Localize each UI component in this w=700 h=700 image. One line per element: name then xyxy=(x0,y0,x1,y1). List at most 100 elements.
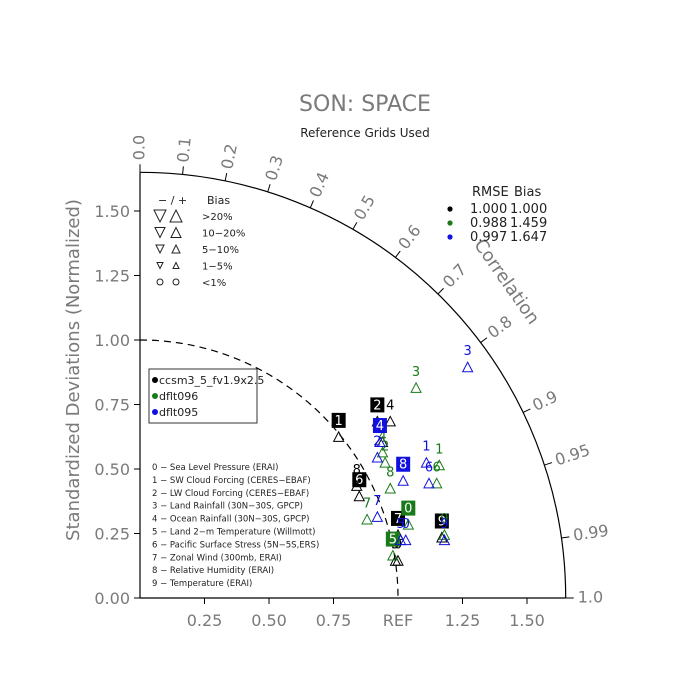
correlation-tick-mark xyxy=(395,250,401,258)
correlation-tick-mark xyxy=(267,184,271,193)
y-tick-label: 0.50 xyxy=(94,460,130,479)
chart-title: SON: SPACE xyxy=(299,92,431,117)
rmse-value: 0.997 xyxy=(470,230,507,245)
correlation-tick-mark xyxy=(182,166,184,175)
data-point-label: 1 xyxy=(422,440,430,455)
variable-label: 8 − Relative Humidity (ERAI) xyxy=(152,566,274,576)
rmse-bias-value: 1.647 xyxy=(510,230,547,245)
correlation-tick-mark xyxy=(544,462,553,466)
variable-label: 0 − Sea Level Pressure (ERAI) xyxy=(152,463,279,473)
data-point-label: 1 xyxy=(435,442,443,457)
data-point-marker xyxy=(397,474,409,486)
correlation-tick-mark xyxy=(437,287,444,295)
rmse-dot xyxy=(447,220,453,226)
variable-label: 1 − SW Cloud Forcing (CERES−EBAF) xyxy=(152,476,311,486)
y-axis-label: Standardized Deviations (Normalized) xyxy=(63,199,84,541)
data-point-label: 6 xyxy=(425,460,433,475)
correlation-tick-label: 0.9 xyxy=(529,387,560,415)
bias-legend-bias-header: Bias xyxy=(207,194,230,207)
correlation-tick-label: 0.2 xyxy=(217,142,241,171)
rmse-bias-value: 1.459 xyxy=(510,216,547,231)
bias-circle xyxy=(172,278,180,286)
correlation-tick-label: 0.4 xyxy=(305,169,333,200)
data-point-marker xyxy=(423,477,435,489)
data-point-label: 3 xyxy=(412,365,420,380)
data-point-label: 6 xyxy=(433,460,441,475)
rmse-dot xyxy=(447,234,453,240)
bias-down-triangle xyxy=(155,244,165,255)
x-tick-label: 0.75 xyxy=(316,611,352,630)
bias-legend-label: 10−20% xyxy=(202,229,245,240)
variable-label: 5 − Land 2−m Temperature (Willmott) xyxy=(152,528,316,538)
bias-legend-label: 5−10% xyxy=(202,245,239,256)
series-dot xyxy=(152,409,158,415)
y-tick-label: 0.00 xyxy=(94,589,130,608)
data-point-label: 9 xyxy=(440,517,448,532)
bias-legend: − / + Bias >20% 10−20% 5−10% 1−5% <1% xyxy=(153,194,245,289)
data-point-label-bg xyxy=(396,456,411,472)
bias-up-triangle xyxy=(172,261,180,269)
correlation-tick-mark xyxy=(480,337,488,343)
data-point-marker xyxy=(384,415,397,427)
variable-label: 9 − Temperature (ERAI) xyxy=(152,579,252,589)
variable-label: 3 − Land Rainfall (30N−30S, GPCP) xyxy=(152,502,303,512)
data-point-label: 0 xyxy=(402,517,410,532)
data-point-label: 7 xyxy=(373,494,381,509)
x-tick-label: 0.25 xyxy=(187,611,223,630)
data-point-label: 4 xyxy=(378,429,386,444)
bias-circle xyxy=(156,278,164,286)
data-point-marker xyxy=(438,534,451,546)
data-point-label: 3 xyxy=(464,344,472,359)
correlation-label: Correlation xyxy=(469,235,543,328)
y-tick-label: 1.25 xyxy=(94,267,130,286)
data-point-marker xyxy=(371,510,384,522)
bias-legend-label: 1−5% xyxy=(202,262,233,273)
y-tick-label: 1.50 xyxy=(94,202,130,221)
ref-label: REF xyxy=(383,611,413,630)
outer-arc xyxy=(139,171,567,599)
correlation-tick-label: 0.6 xyxy=(394,221,424,253)
rmse-header: RMSE xyxy=(472,185,509,200)
data-point-marker xyxy=(430,477,443,489)
data-point-marker xyxy=(350,479,363,491)
data-point-label: 8 xyxy=(386,465,394,480)
correlation-tick-label: 0.3 xyxy=(261,153,287,183)
data-point-marker xyxy=(361,513,373,525)
data-point-marker xyxy=(376,446,389,458)
data-point-label: 9 xyxy=(440,512,448,527)
data-point-label: 4 xyxy=(376,419,384,434)
marks-layer: 012345678901234567890123456789 xyxy=(331,344,474,566)
data-point-marker xyxy=(438,528,451,540)
series-legend-rows: ccsm3_5_fv1.9x2.5 dflt096 dflt095 xyxy=(152,374,264,419)
variable-label: 2 − LW Cloud Forcing (CERES−EBAF) xyxy=(152,489,309,499)
data-point-label: 7 xyxy=(394,512,402,527)
data-point-label: 8 xyxy=(399,458,407,473)
data-point-label: 2 xyxy=(381,440,389,455)
series-legend-box xyxy=(148,368,258,424)
bias-up-triangle xyxy=(169,208,183,223)
correlation-tick-mark xyxy=(224,172,228,182)
bias-down-triangle xyxy=(153,209,167,224)
correlation-tick-label: 0.1 xyxy=(173,136,194,163)
variable-label: 7 − Zonal Wind (300mb, ERAI) xyxy=(152,553,282,563)
y-tick-label: 0.75 xyxy=(94,396,130,415)
bias-legend-sign-header: − / + xyxy=(158,194,187,207)
bias-legend-label: <1% xyxy=(202,278,226,289)
correlation-tick-label: 0.7 xyxy=(439,260,470,291)
data-point-marker xyxy=(387,549,399,561)
series-dot xyxy=(152,393,158,399)
y-tick-label: 1.00 xyxy=(94,331,130,350)
bias-legend-label: >20% xyxy=(202,212,233,223)
rmse-dot xyxy=(447,206,453,212)
data-point-marker xyxy=(384,482,397,494)
correlation-tick-mark xyxy=(522,408,531,413)
data-point-label: 5 xyxy=(396,517,404,532)
data-point-marker xyxy=(436,531,448,543)
axes-layer xyxy=(139,171,567,599)
ticks-layer: 0.000.250.500.751.001.251.500.25 0.50 0.75… xyxy=(94,135,609,630)
bias-up-triangle xyxy=(171,243,181,254)
series-name: dflt096 xyxy=(159,390,198,403)
series-name: dflt095 xyxy=(159,406,198,419)
